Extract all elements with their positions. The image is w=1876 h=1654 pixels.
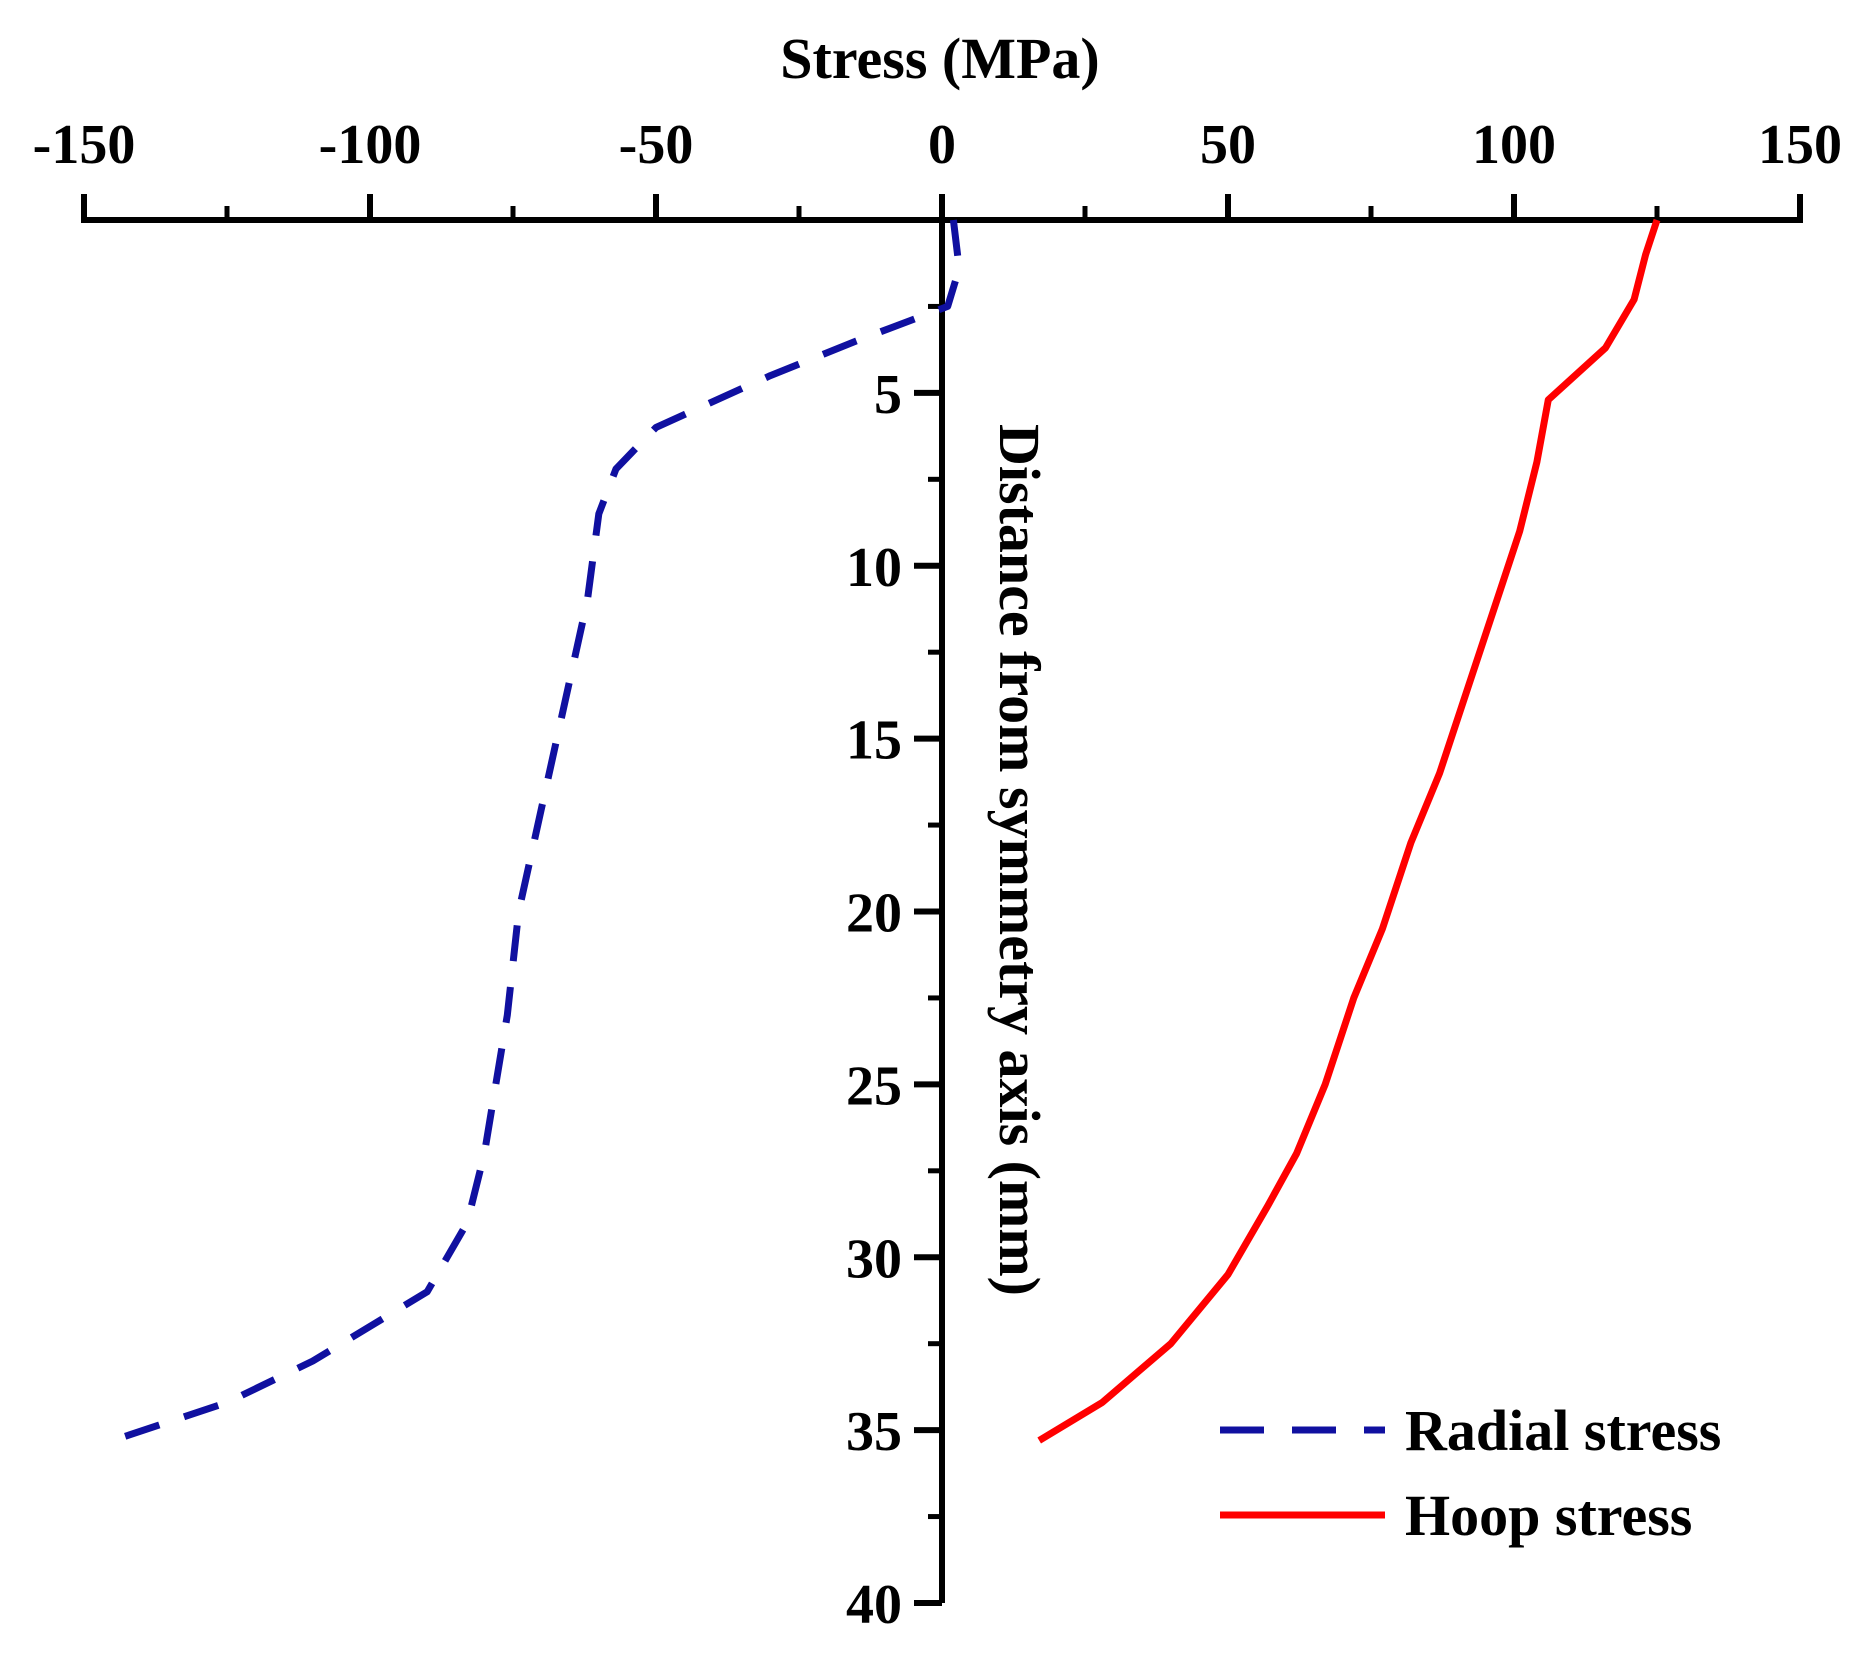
x-tick-label: -150 bbox=[33, 114, 136, 176]
y-tick-label: 30 bbox=[846, 1228, 902, 1290]
y-tick-label: 35 bbox=[846, 1401, 902, 1463]
x-axis-title: Stress (MPa) bbox=[780, 26, 1099, 91]
x-tick-label: 0 bbox=[928, 114, 956, 176]
y-tick-label: 40 bbox=[846, 1574, 902, 1636]
y-axis-title: Distance from symmetry axis (mm) bbox=[987, 424, 1052, 1296]
x-axis: -150 -100 -50 0 50 100 150 bbox=[33, 114, 1842, 223]
x-tick-label: 100 bbox=[1472, 114, 1556, 176]
y-axis: 5 10 15 20 25 30 35 40 bbox=[846, 220, 945, 1636]
series-line-hoop bbox=[1037, 218, 1661, 1444]
legend-label: Radial stress bbox=[1405, 1398, 1721, 1463]
x-tick-label: -50 bbox=[619, 114, 694, 176]
x-tick-label: 50 bbox=[1200, 114, 1256, 176]
x-tick-label: 150 bbox=[1758, 114, 1842, 176]
y-tick-label: 5 bbox=[874, 364, 902, 426]
y-tick-label: 20 bbox=[846, 883, 902, 945]
series-layer bbox=[111, 218, 1661, 1444]
series-line-radial bbox=[111, 219, 963, 1444]
y-tick-label: 25 bbox=[846, 1055, 902, 1117]
y-tick-label: 15 bbox=[846, 710, 902, 772]
legend: Radial stress Hoop stress bbox=[1220, 1398, 1721, 1548]
legend-label: Hoop stress bbox=[1405, 1483, 1692, 1548]
x-tick-label: -100 bbox=[319, 114, 422, 176]
y-tick-label: 10 bbox=[846, 537, 902, 599]
